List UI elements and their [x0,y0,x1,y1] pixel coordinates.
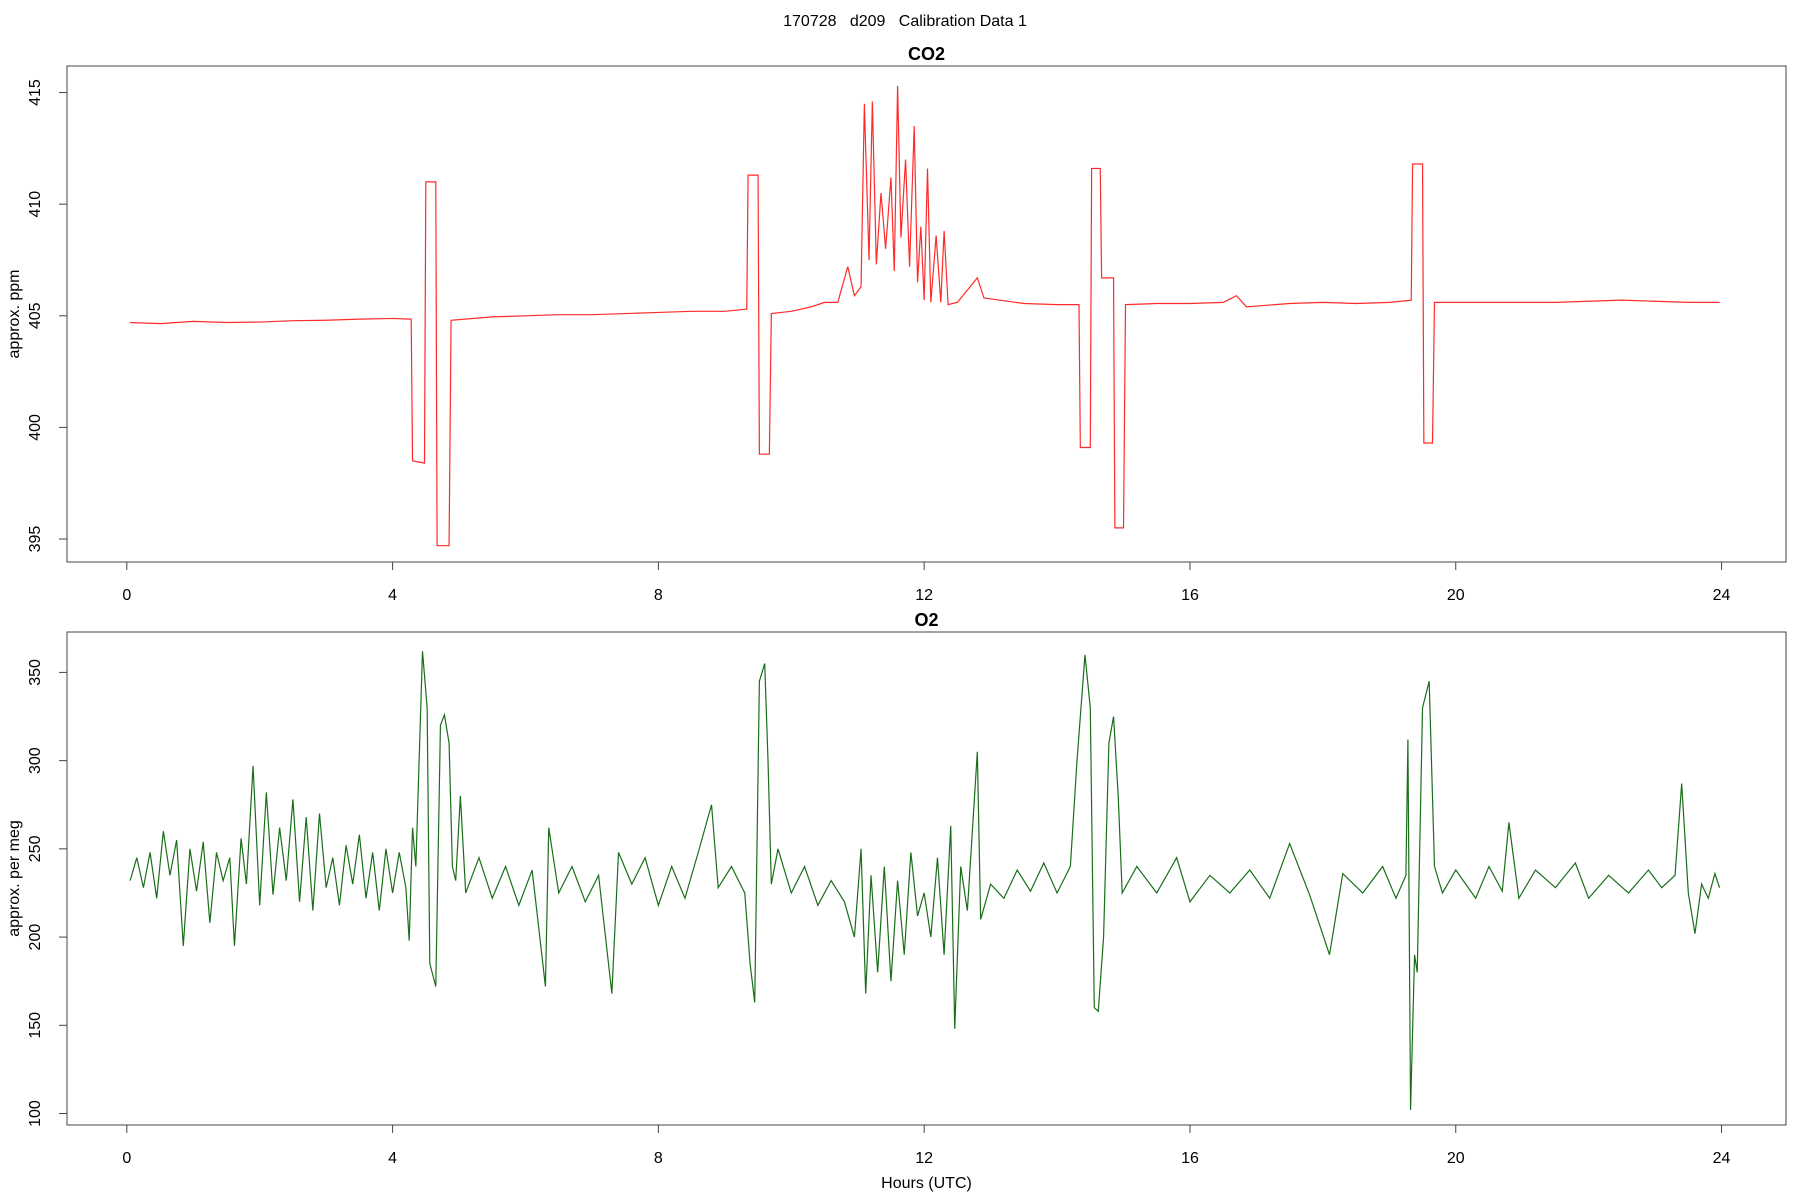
y-axis-label: approx. per meg [6,820,23,937]
y-tick-label: 395 [27,526,44,553]
x-tick-label: 4 [388,1150,397,1167]
x-tick-label: 12 [915,587,933,604]
y-tick-label: 400 [27,414,44,441]
y-tick-label: 100 [27,1100,44,1127]
x-tick-label: 24 [1713,1150,1731,1167]
y-tick-label: 250 [27,835,44,862]
plot-box [66,631,1787,1126]
x-tick-label: 24 [1713,587,1731,604]
x-tick-label: 20 [1447,1150,1465,1167]
x-axis-label: Hours (UTC) [881,1175,972,1192]
y-axis-label: approx. ppm [6,270,23,359]
x-tick-label: 16 [1181,1150,1199,1167]
y-tick-label: 200 [27,924,44,951]
y-tick-label: 300 [27,747,44,774]
y-tick-label: 410 [27,191,44,218]
x-tick-label: 0 [122,1150,131,1167]
data-line [129,651,1721,1111]
x-tick-label: 8 [654,587,663,604]
y-tick-label: 415 [27,79,44,106]
y-tick-label: 350 [27,659,44,686]
x-tick-label: 12 [915,1150,933,1167]
x-tick-label: 8 [654,1150,663,1167]
y-tick-label: 150 [27,1012,44,1039]
page-title: 170728 d209 Calibration Data 1 [783,13,1027,30]
x-tick-label: 4 [388,587,397,604]
x-tick-label: 0 [122,587,131,604]
x-tick-label: 16 [1181,587,1199,604]
x-tick-label: 20 [1447,587,1465,604]
y-tick-label: 405 [27,302,44,329]
panel-title: CO2 [908,44,945,64]
plot-box [66,65,1787,563]
panel-title: O2 [914,610,938,630]
data-line [130,85,1720,547]
